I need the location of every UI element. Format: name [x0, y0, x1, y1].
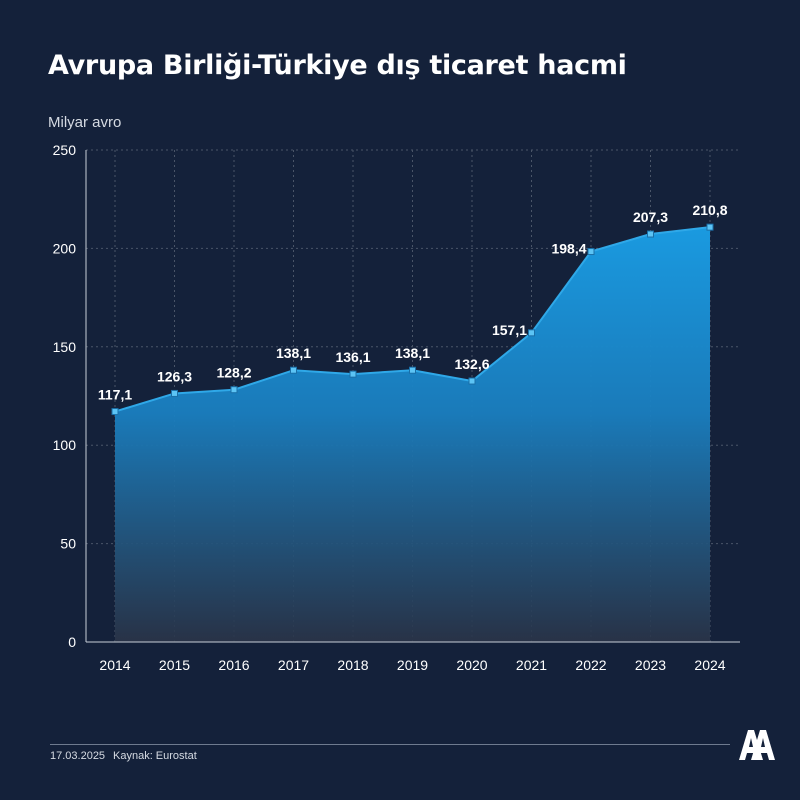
- data-label: 207,3: [633, 209, 668, 225]
- y-tick-label: 250: [53, 142, 77, 158]
- aa-logo: [739, 730, 775, 760]
- data-point-marker: [290, 366, 297, 374]
- data-label: 117,1: [98, 387, 132, 403]
- area-fill-shape: [115, 227, 710, 642]
- data-point-marker: [111, 408, 119, 416]
- y-axis-unit-label: Milyar avro: [48, 114, 122, 131]
- data-label: 126,3: [157, 368, 192, 384]
- x-tick-label: 2016: [218, 657, 249, 673]
- footer-divider: [50, 744, 730, 745]
- data-point-marker: [528, 329, 535, 337]
- x-tick-label: 2014: [99, 657, 130, 673]
- data-label: 210,8: [692, 202, 727, 218]
- x-tick-label: 2022: [575, 657, 606, 673]
- axes: 0 50 100 150 200 250 2014 2015 2016 2017 2018 2019 2…: [53, 142, 740, 673]
- x-tick-label: 2015: [159, 657, 190, 673]
- x-tick-label: 2020: [456, 657, 487, 673]
- x-tick-label: 2018: [337, 657, 368, 673]
- y-tick-label: 100: [53, 437, 77, 453]
- x-tick-label: 2023: [635, 657, 666, 673]
- x-tick-label: 2017: [278, 657, 309, 673]
- data-label: 138,1: [276, 345, 311, 361]
- footer-source: Kaynak: Eurostat: [113, 750, 197, 762]
- data-point-marker: [171, 389, 178, 397]
- x-tick-label: 2021: [516, 657, 547, 673]
- data-label: 136,1: [335, 349, 370, 365]
- data-point-marker: [647, 230, 654, 238]
- data-labels: 117,1 126,3 128,2 138,1 136,1 138,1 132,6 157,1…: [98, 202, 728, 402]
- data-point-marker: [230, 386, 238, 394]
- data-label: 138,1: [395, 345, 430, 361]
- data-point-marker: [409, 366, 416, 374]
- area-fill: [114, 226, 711, 642]
- data-label: 132,6: [454, 356, 489, 372]
- data-point-marker: [706, 223, 714, 231]
- y-tick-label: 50: [60, 536, 76, 552]
- data-point-marker: [349, 370, 357, 378]
- y-tick-label: 0: [68, 634, 76, 650]
- data-point-marker: [587, 248, 595, 256]
- y-tick-label: 200: [53, 240, 77, 256]
- x-tick-label: 2019: [397, 657, 428, 673]
- data-label: 198,4: [551, 241, 586, 257]
- data-point-marker: [468, 377, 476, 385]
- data-label: 128,2: [216, 365, 251, 381]
- footer-date: 17.03.2025: [50, 750, 106, 762]
- chart-title: Avrupa Birliği-Türkiye dış ticaret hacmi: [48, 50, 627, 81]
- data-label: 157,1: [492, 322, 527, 338]
- x-tick-label: 2024: [694, 657, 725, 673]
- data-points: [111, 223, 714, 416]
- y-tick-label: 150: [53, 339, 77, 355]
